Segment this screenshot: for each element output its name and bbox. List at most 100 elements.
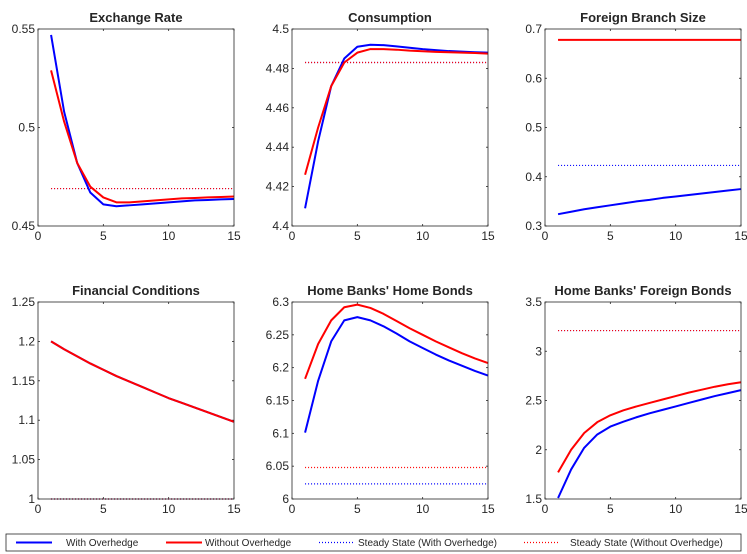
chart-title: Exchange Rate	[89, 10, 182, 25]
y-tick-label: 6.05	[266, 459, 290, 473]
series-line-without-overhedge	[304, 303, 489, 380]
x-tick-label: 0	[289, 229, 296, 243]
x-tick-label: 5	[100, 502, 107, 516]
chart-panel-foreign-branch-size: 0 5 10 15 0.3 0.4 0.5 0.6 0.7 Foreign Branch Size	[525, 10, 747, 243]
series-line-without-overhedge	[557, 381, 742, 473]
legend-entry-with-overhedge: With Overhedge	[16, 538, 139, 549]
chart-panel-home-banks-foreign-bonds: 0 5 10 15 1.5 2 2.5 3 3.5 Home Banks' Foreign Bon…	[525, 283, 747, 516]
legend-entry-without-overhedge: Without Overhedge	[166, 538, 292, 549]
x-tick-label: 15	[734, 229, 747, 243]
plot-area	[38, 302, 234, 499]
x-tick-label: 15	[227, 229, 241, 243]
plot-area	[292, 29, 488, 226]
axes-box	[291, 301, 489, 500]
y-tick-label: 1.25	[12, 295, 36, 309]
y-tick-label: 6.15	[266, 394, 290, 408]
y-tick-label: 0.6	[525, 71, 542, 85]
series-line-with-overhedge	[557, 389, 742, 499]
y-tick-label: 4.5	[272, 22, 289, 36]
x-tick-label: 15	[481, 502, 495, 516]
y-tick-label: 0.5	[525, 121, 542, 135]
x-tick-label: 5	[607, 229, 614, 243]
chart-title: Home Banks' Foreign Bonds	[554, 283, 731, 298]
chart-title: Home Banks' Home Bonds	[307, 283, 473, 298]
x-tick-label: 5	[354, 502, 361, 516]
plot-area	[545, 29, 741, 226]
y-tick-label: 0.55	[12, 22, 36, 36]
series-line-without-overhedge	[50, 340, 235, 423]
y-tick-label: 0.45	[12, 219, 36, 233]
x-tick-label: 0	[542, 502, 549, 516]
y-tick-label: 2.5	[525, 394, 542, 408]
x-tick-label: 5	[354, 229, 361, 243]
chart-panel-home-banks-home-bonds: 0 5 10 15 6 6.05 6.1 6.15 6.2 6.25 6.3 Home Banks' …	[266, 283, 495, 516]
y-tick-label: 1.05	[12, 453, 36, 467]
y-tick-label: 1	[28, 492, 35, 506]
legend-entry-steady-with: Steady State (With Overhedge)	[319, 538, 497, 549]
plot-area	[38, 29, 234, 226]
chart-panel-exchange-rate: 0 5 10 15 0.45 0.5 0.55 Exchange Rate	[12, 10, 241, 243]
series-line-without-overhedge	[50, 70, 235, 204]
legend-label-with-overhedge: With Overhedge	[66, 538, 139, 549]
x-tick-label: 0	[289, 502, 296, 516]
y-tick-label: 0.7	[525, 22, 542, 36]
plot-area	[292, 302, 488, 499]
x-tick-label: 0	[35, 502, 42, 516]
y-tick-label: 0.5	[18, 121, 35, 135]
axes-box	[37, 301, 235, 500]
axes-box	[544, 28, 742, 227]
legend-label-without-overhedge: Without Overhedge	[205, 538, 292, 549]
x-tick-label: 10	[669, 502, 683, 516]
y-tick-label: 2	[535, 443, 542, 457]
series-line-without-overhedge	[304, 48, 489, 176]
x-tick-label: 0	[542, 229, 549, 243]
x-tick-label: 15	[481, 229, 495, 243]
x-tick-label: 10	[416, 229, 430, 243]
y-tick-label: 3.5	[525, 295, 542, 309]
chart-panel-consumption: 0 5 10 15 4.4 4.42 4.44 4.46 4.48 4.5 Consumption	[266, 10, 495, 243]
y-tick-label: 6.3	[272, 295, 289, 309]
y-tick-label: 0.3	[525, 219, 542, 233]
legend-entry-steady-without: Steady State (Without Overhedge)	[524, 538, 723, 549]
y-tick-label: 1.5	[525, 492, 542, 506]
y-tick-label: 6.2	[272, 361, 289, 375]
x-tick-label: 15	[734, 502, 747, 516]
x-tick-label: 0	[35, 229, 42, 243]
y-tick-label: 4.48	[266, 61, 290, 75]
x-tick-label: 5	[607, 502, 614, 516]
y-tick-label: 6.1	[272, 426, 289, 440]
y-tick-label: 1.15	[12, 374, 36, 388]
y-tick-label: 0.4	[525, 170, 542, 184]
legend-label-steady-with: Steady State (With Overhedge)	[358, 538, 497, 549]
series-line-with-overhedge	[304, 316, 489, 433]
plot-area	[545, 302, 741, 499]
axes-box	[544, 301, 742, 500]
chart-title: Financial Conditions	[72, 283, 200, 298]
x-tick-label: 10	[669, 229, 683, 243]
y-tick-label: 4.44	[266, 140, 290, 154]
axes-box	[37, 28, 235, 227]
x-tick-label: 10	[162, 229, 176, 243]
legend-label-steady-without: Steady State (Without Overhedge)	[570, 538, 723, 549]
x-tick-label: 10	[416, 502, 430, 516]
y-tick-label: 4.4	[272, 219, 289, 233]
x-tick-label: 5	[100, 229, 107, 243]
x-tick-label: 10	[162, 502, 176, 516]
legend: With Overhedge Without Overhedge Steady …	[5, 533, 742, 552]
y-tick-label: 1.1	[18, 413, 35, 427]
series-line-with-overhedge	[557, 188, 742, 216]
x-tick-label: 15	[227, 502, 241, 516]
y-tick-label: 1.2	[18, 334, 35, 348]
axes-box	[291, 28, 489, 227]
legend-box	[5, 533, 742, 552]
y-tick-label: 4.42	[266, 180, 290, 194]
y-tick-label: 3	[535, 344, 542, 358]
y-tick-label: 4.46	[266, 101, 290, 115]
chart-title: Consumption	[348, 10, 432, 25]
y-tick-label: 6.25	[266, 328, 290, 342]
chart-panel-financial-conditions: 0 5 10 15 1 1.05 1.1 1.15 1.2 1.25 Financial Condi…	[12, 283, 241, 516]
chart-title: Foreign Branch Size	[580, 10, 706, 25]
y-tick-label: 6	[282, 492, 289, 506]
